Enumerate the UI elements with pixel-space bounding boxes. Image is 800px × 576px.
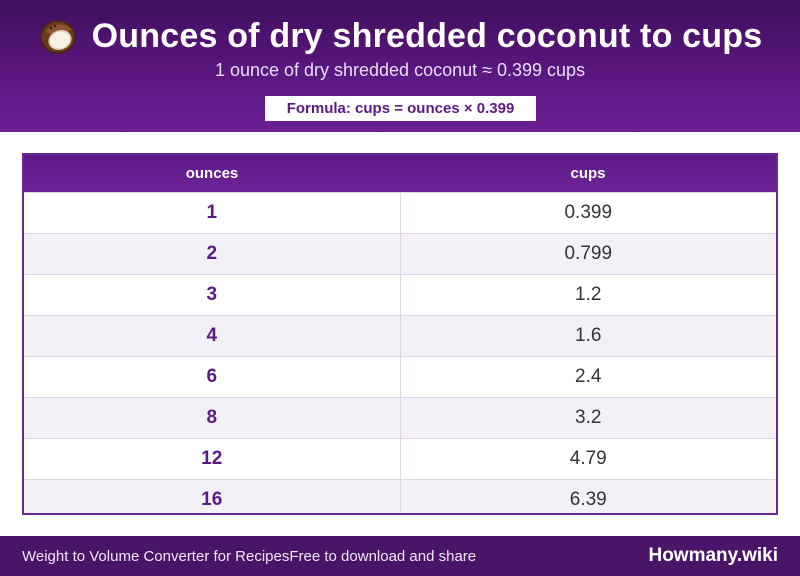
cups-cell: 1.2 [400,274,776,316]
ounces-cell: 2 [24,233,401,275]
table-header-row: ounces cups [24,155,776,193]
cups-cell: 1.6 [400,315,776,357]
footer-converter-name: Weight to Volume Converter for Recipes [22,547,290,565]
table-row: 6 2.4 [24,356,776,398]
header-banner: Ounces of dry shredded coconut to cups 1… [0,0,800,132]
ounces-cell: 16 [24,479,401,513]
column-header-cups: cups [570,165,606,182]
conversion-table-container: ounces cups 1 0.399 2 0.799 3 1.2 4 1.6 [22,153,778,515]
formula-badge: Formula: cups = ounces × 0.399 [265,96,536,121]
table-row: 3 1.2 [24,274,776,316]
brand-link[interactable]: Howmany.wiki [648,545,778,566]
table-row: 1 0.399 [24,192,776,234]
footer-share-text: Free to download and share [289,547,477,565]
cups-cell: 3.2 [400,397,776,439]
table-row: 4 1.6 [24,315,776,357]
cups-cell: 6.39 [400,479,776,513]
coconut-icon [38,16,78,56]
footer-bar: Weight to Volume Converter for Recipes F… [0,536,800,576]
page-title: Ounces of dry shredded coconut to cups [91,16,763,55]
ounces-cell: 12 [24,438,401,480]
ounces-cell: 4 [24,315,401,357]
ounces-cell: 8 [24,397,401,439]
cups-cell: 2.4 [400,356,776,398]
table-row: 12 4.79 [24,438,776,480]
table-row: 2 0.799 [24,233,776,275]
conversion-table: ounces cups 1 0.399 2 0.799 3 1.2 4 1.6 [24,155,776,513]
ounces-cell: 3 [24,274,401,316]
cups-cell: 0.399 [400,192,776,234]
cups-cell: 0.799 [400,233,776,275]
ounces-cell: 6 [24,356,401,398]
cups-cell: 4.79 [400,438,776,480]
table-row: 8 3.2 [24,397,776,439]
column-header-ounces: ounces [185,165,239,182]
table-row: 16 6.39 [24,479,776,513]
title-row: Ounces of dry shredded coconut to cups [0,14,800,58]
conversion-subtitle: 1 ounce of dry shredded coconut ≈ 0.399 … [214,60,586,80]
ounces-cell: 1 [24,192,401,234]
